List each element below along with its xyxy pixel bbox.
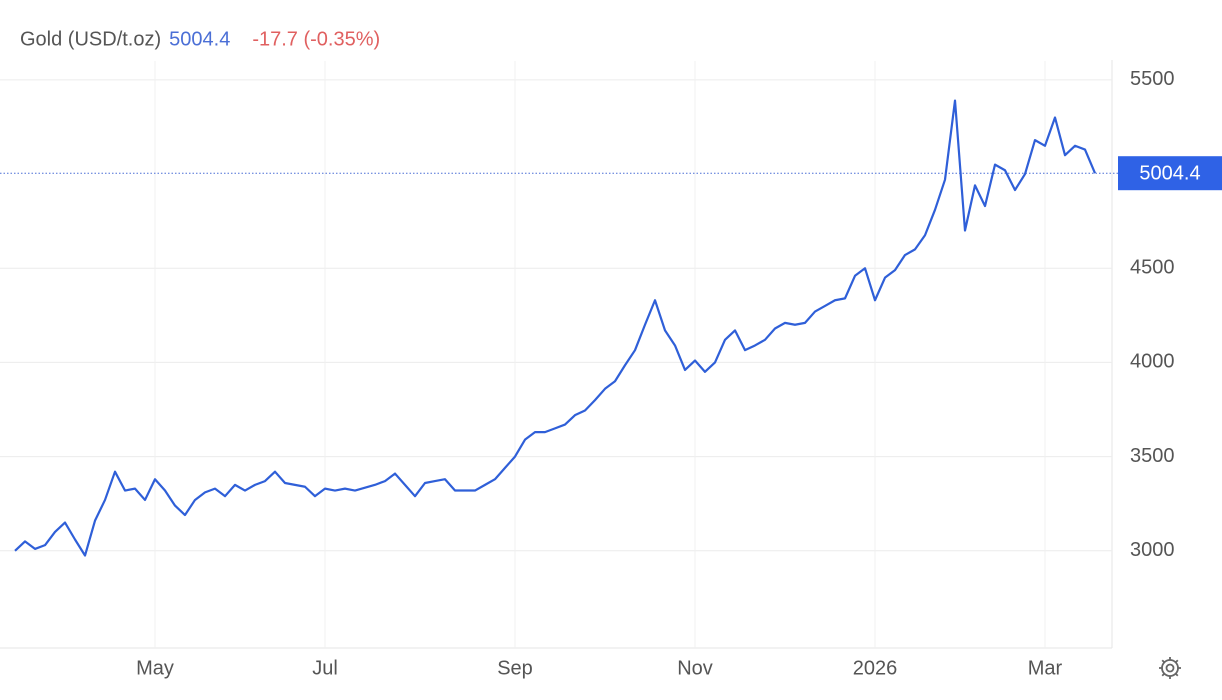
settings-icon[interactable] [1159,657,1181,679]
y-tick-label: 5500 [1130,68,1175,90]
y-tick-label: 4000 [1130,351,1175,373]
header-change: -17.7 (-0.35%) [252,28,380,50]
x-tick-label: Sep [497,657,533,679]
price-line [14,99,1097,557]
series-name: Gold (USD/t.oz) [20,28,161,50]
price-badge-label: 5004.4 [1139,162,1200,184]
grid [0,61,1112,648]
y-tick-label: 3000 [1130,539,1175,561]
header-price: 5004.4 [169,28,230,50]
x-tick-label: 2026 [853,657,898,679]
x-tick-label: Jul [312,657,338,679]
x-tick-label: May [136,657,174,679]
y-tick-label: 4500 [1130,257,1175,279]
price-badge [1118,156,1222,191]
y-tick-label: 3500 [1130,445,1175,467]
x-tick-label: Nov [677,657,713,679]
x-tick-label: Mar [1028,657,1063,679]
